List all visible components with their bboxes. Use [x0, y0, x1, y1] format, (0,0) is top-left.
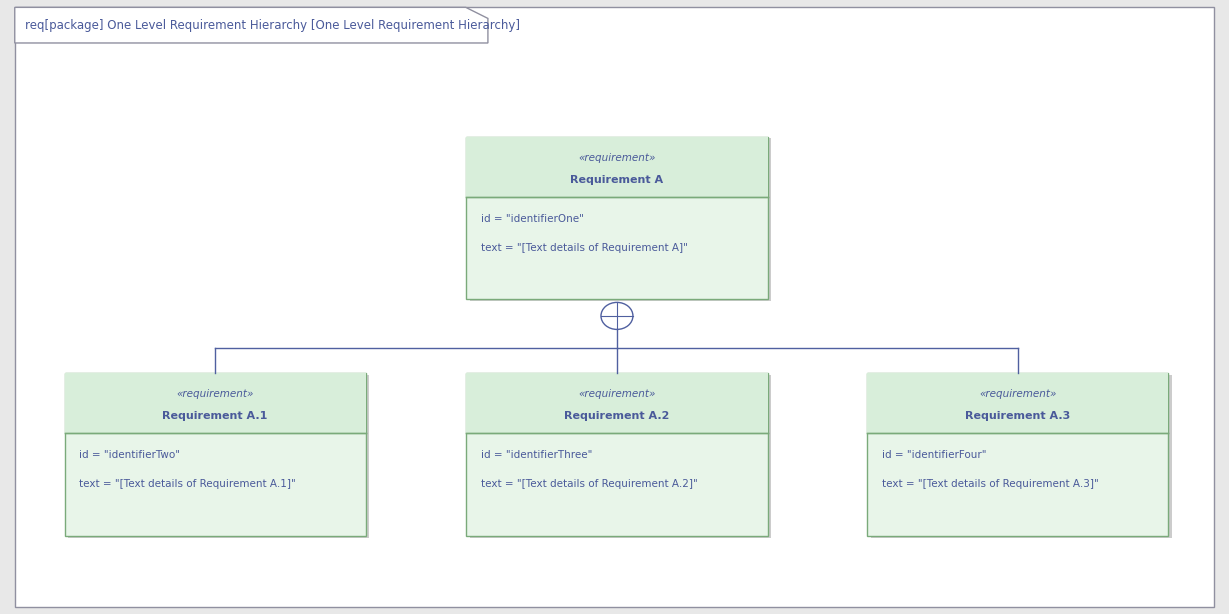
FancyBboxPatch shape: [469, 138, 772, 301]
Text: id = "identifierThree": id = "identifierThree": [482, 451, 592, 460]
Text: req[package] One Level Requirement Hierarchy [One Level Requirement Hierarchy]: req[package] One Level Requirement Hiera…: [25, 18, 520, 32]
FancyBboxPatch shape: [64, 373, 366, 535]
FancyBboxPatch shape: [68, 375, 369, 538]
FancyBboxPatch shape: [467, 373, 767, 433]
FancyBboxPatch shape: [868, 373, 1168, 433]
FancyBboxPatch shape: [64, 373, 366, 433]
Text: text = "[Text details of Requirement A.2]": text = "[Text details of Requirement A.2…: [482, 480, 698, 489]
Text: text = "[Text details of Requirement A.1]": text = "[Text details of Requirement A.1…: [79, 480, 296, 489]
Text: id = "identifierFour": id = "identifierFour": [882, 451, 987, 460]
Text: «requirement»: «requirement»: [579, 389, 655, 399]
Text: «requirement»: «requirement»: [177, 389, 253, 399]
FancyBboxPatch shape: [467, 137, 767, 300]
FancyBboxPatch shape: [868, 373, 1168, 535]
Text: id = "identifierOne": id = "identifierOne": [482, 214, 584, 224]
Text: Requirement A: Requirement A: [570, 175, 664, 185]
Text: «requirement»: «requirement»: [980, 389, 1056, 399]
Text: Requirement A.1: Requirement A.1: [162, 411, 268, 421]
Text: id = "identifierTwo": id = "identifierTwo": [79, 451, 181, 460]
Polygon shape: [15, 7, 488, 43]
Text: Requirement A.2: Requirement A.2: [564, 411, 670, 421]
Text: Requirement A.3: Requirement A.3: [965, 411, 1070, 421]
Text: «requirement»: «requirement»: [579, 153, 655, 163]
FancyBboxPatch shape: [870, 375, 1172, 538]
FancyBboxPatch shape: [467, 373, 767, 535]
FancyBboxPatch shape: [467, 137, 767, 197]
FancyBboxPatch shape: [469, 375, 772, 538]
Text: text = "[Text details of Requirement A]": text = "[Text details of Requirement A]": [482, 243, 688, 253]
Text: text = "[Text details of Requirement A.3]": text = "[Text details of Requirement A.3…: [882, 480, 1099, 489]
FancyBboxPatch shape: [15, 7, 1214, 607]
